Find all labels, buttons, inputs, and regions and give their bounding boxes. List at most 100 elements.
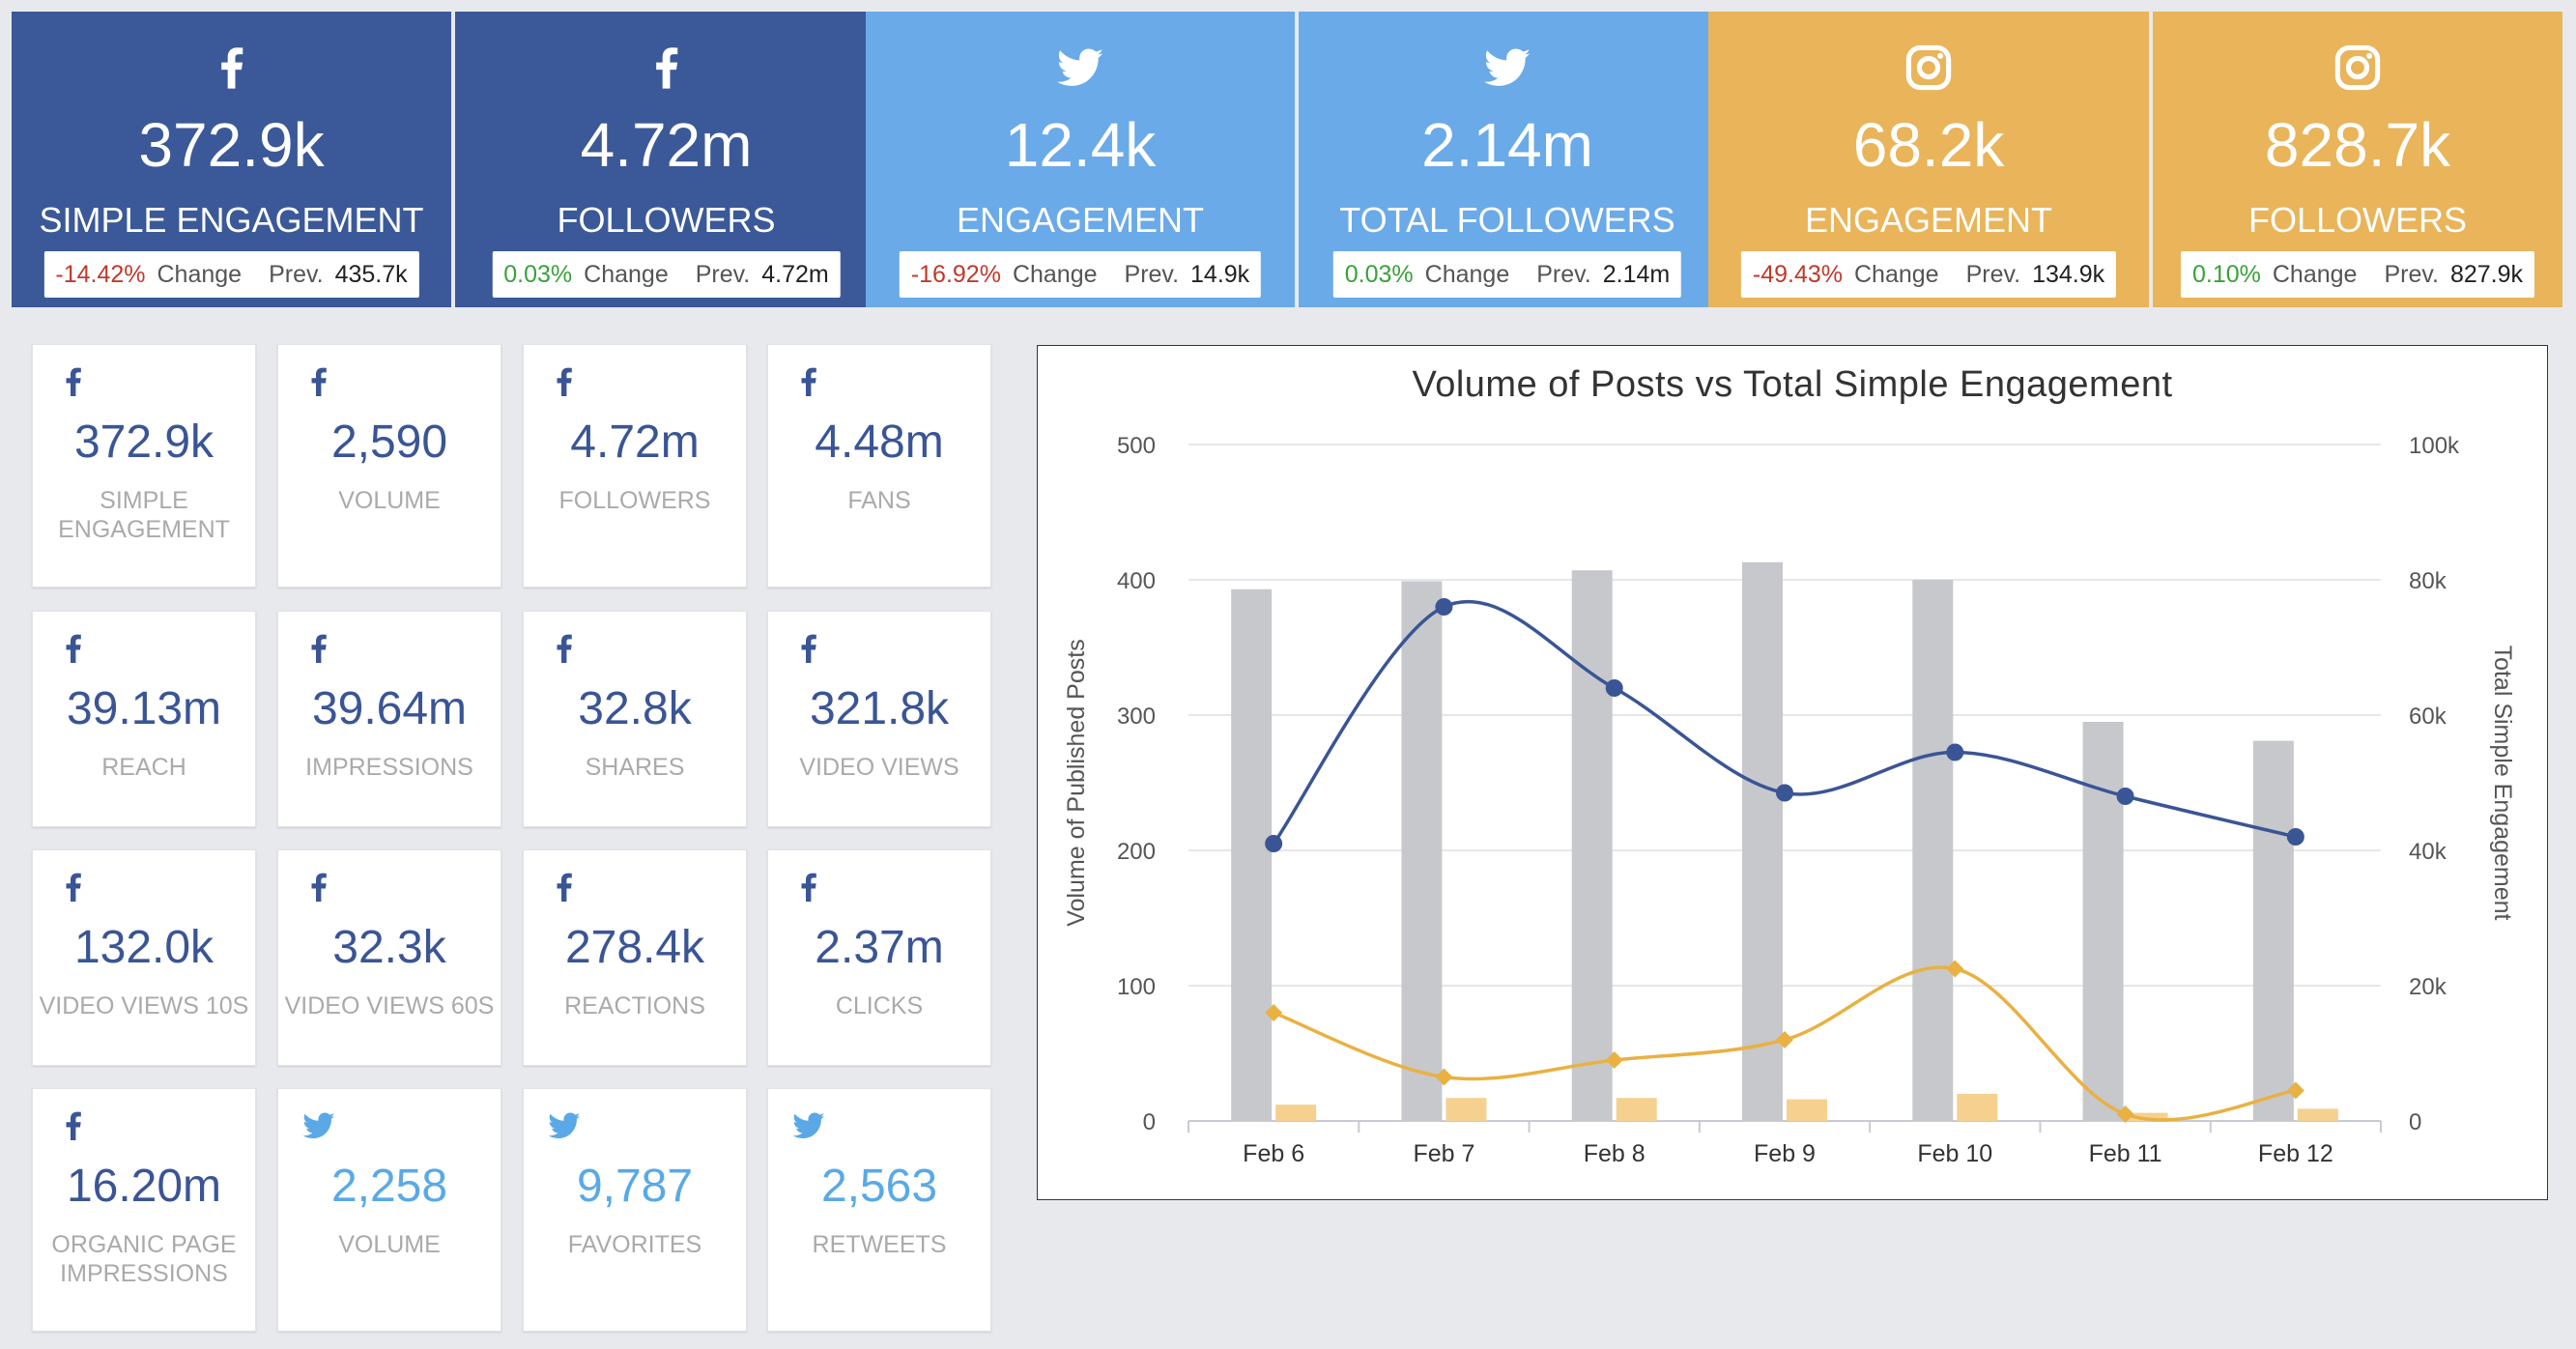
metric-value: 2,590 (330, 416, 448, 468)
bar (1787, 1099, 1827, 1121)
metric-label: FAVORITES (567, 1231, 702, 1258)
data-point (1435, 598, 1453, 616)
prev-value: 4.72m (761, 261, 829, 288)
bar (1571, 570, 1613, 1121)
bar (1445, 1098, 1487, 1121)
change-percent: -16.92% (910, 261, 1001, 288)
metric-tile[interactable]: 2,590 VOLUME (277, 344, 501, 588)
instagram-icon (2153, 39, 2562, 97)
y-tick-label: 300 (1117, 703, 1156, 730)
metric-label: VIDEO VIEWS (799, 754, 959, 781)
metric-label: REACTIONS (564, 992, 705, 1019)
y-tick-label: 500 (1117, 433, 1156, 459)
facebook-icon (300, 364, 338, 403)
summary-value: 4.72m (580, 110, 753, 180)
metric-tile[interactable]: 2,258 VOLUME (277, 1088, 501, 1332)
metric-tile[interactable]: 32.8k SHARES (523, 611, 747, 827)
summary-card[interactable]: 68.2k ENGAGEMENT -49.43% Change Prev. 134.9k (1708, 12, 2149, 307)
change-label: Change (1012, 261, 1098, 288)
metric-tile[interactable]: 2.37m CLICKS (767, 849, 991, 1066)
prev-label: Prev. (1124, 261, 1180, 288)
summary-value: 828.7k (2264, 110, 2451, 180)
prev-label: Prev. (2384, 261, 2439, 288)
metric-tile[interactable]: 32.3k VIDEO VIEWS 60S (277, 849, 501, 1066)
y-axis-title: Volume of Published Posts (1063, 639, 1090, 926)
bar (1742, 561, 1783, 1121)
metric-tile[interactable]: 132.0k VIDEO VIEWS 10S (32, 849, 256, 1066)
summary-card[interactable]: 12.4k ENGAGEMENT -16.92% Change Prev. 14.9k (866, 12, 1295, 307)
bar (2127, 1112, 2168, 1121)
summary-cards-row: 372.9k SIMPLE ENGAGEMENT -14.42% Change Prev… (12, 12, 2562, 307)
y-tick-label: 400 (1117, 568, 1156, 594)
bar (1957, 1094, 1998, 1121)
metric-tile[interactable]: 278.4k REACTIONS (523, 849, 747, 1066)
metric-tile[interactable]: 39.64m IMPRESSIONS (277, 611, 501, 827)
summary-card[interactable]: 828.7k FOLLOWERS 0.10% Change Prev. 827.9k (2153, 12, 2562, 307)
summary-label: ENGAGEMENT (956, 200, 1205, 240)
instagram-icon (1708, 39, 2149, 97)
twitter-icon (545, 1108, 584, 1147)
metric-label: FANS (847, 487, 911, 514)
y2-tick-label: 80k (2409, 568, 2447, 594)
x-tick-label: Feb 7 (1413, 1140, 1474, 1167)
metric-value: 32.3k (332, 922, 446, 973)
summary-card[interactable]: 4.72m FOLLOWERS 0.03% Change Prev. 4.72m (455, 12, 877, 307)
bar (2297, 1108, 2338, 1121)
metric-tile[interactable]: 321.8k VIDEO VIEWS (767, 611, 991, 827)
metric-tile[interactable]: 39.13m REACH (32, 611, 256, 827)
metric-value: 39.13m (66, 683, 222, 734)
metric-tile[interactable]: 16.20m ORGANIC PAGE IMPRESSIONS (32, 1088, 256, 1332)
summary-card[interactable]: 2.14m TOTAL FOLLOWERS 0.03% Change Prev. 2.14… (1299, 12, 1716, 307)
summary-card[interactable]: 372.9k SIMPLE ENGAGEMENT -14.42% Change Prev… (12, 12, 451, 307)
facebook-icon (789, 631, 828, 670)
data-point (1265, 835, 1283, 852)
prev-value: 2.14m (1602, 261, 1671, 288)
metric-tile[interactable]: 9,787 FAVORITES (523, 1088, 747, 1332)
y2-tick-label: 20k (2409, 974, 2447, 1000)
metric-value: 4.48m (815, 416, 944, 468)
change-label: Change (1853, 261, 1939, 288)
y-tick-label: 100 (1117, 974, 1156, 1000)
prev-value: 827.9k (2449, 261, 2524, 288)
metric-label: VOLUME (338, 487, 441, 514)
x-tick-label: Feb 9 (1754, 1140, 1816, 1167)
data-point (2116, 1105, 2134, 1123)
change-label: Change (584, 261, 669, 288)
metric-label: CLICKS (835, 992, 924, 1019)
summary-stats: -16.92% Change Prev. 14.9k (899, 251, 1262, 298)
metric-value: 2,258 (330, 1161, 448, 1212)
metric-tile[interactable]: 2,563 RETWEETS (767, 1088, 991, 1332)
metric-label: SHARES (585, 754, 685, 781)
twitter-icon (789, 1108, 828, 1147)
prev-label: Prev. (269, 261, 324, 288)
metric-tile[interactable]: 4.48m FANS (767, 344, 991, 588)
data-point (1435, 1068, 1453, 1086)
data-point (1605, 679, 1623, 697)
facebook-icon (300, 870, 338, 908)
prev-label: Prev. (1965, 261, 2021, 288)
summary-stats: -49.43% Change Prev. 134.9k (1740, 251, 2117, 298)
metric-value: 372.9k (73, 416, 215, 468)
change-percent: -14.42% (55, 261, 146, 288)
facebook-icon (54, 1108, 93, 1147)
bar (1401, 581, 1443, 1121)
chart-title: Volume of Posts vs Total Simple Engageme… (1412, 364, 2172, 405)
x-tick-label: Feb 10 (1917, 1140, 1992, 1167)
metric-tile[interactable]: 4.72m FOLLOWERS (523, 344, 747, 588)
summary-value: 12.4k (1004, 110, 1157, 180)
x-tick-label: Feb 8 (1584, 1140, 1646, 1167)
facebook-icon (54, 631, 93, 670)
metric-tile[interactable]: 372.9k SIMPLE ENGAGEMENT (32, 344, 256, 588)
bar (2252, 740, 2294, 1121)
prev-value: 14.9k (1190, 261, 1250, 288)
y2-tick-label: 40k (2409, 839, 2447, 865)
data-point (1265, 1004, 1283, 1021)
change-percent: -49.43% (1752, 261, 1843, 288)
change-label: Change (157, 261, 243, 288)
facebook-icon (545, 631, 584, 670)
metric-label: RETWEETS (812, 1231, 947, 1258)
summary-label: TOTAL FOLLOWERS (1339, 200, 1675, 240)
y2-tick-label: 100k (2409, 433, 2460, 459)
metric-label: SIMPLE ENGAGEMENT (58, 487, 230, 543)
metric-value: 2.37m (815, 922, 944, 973)
